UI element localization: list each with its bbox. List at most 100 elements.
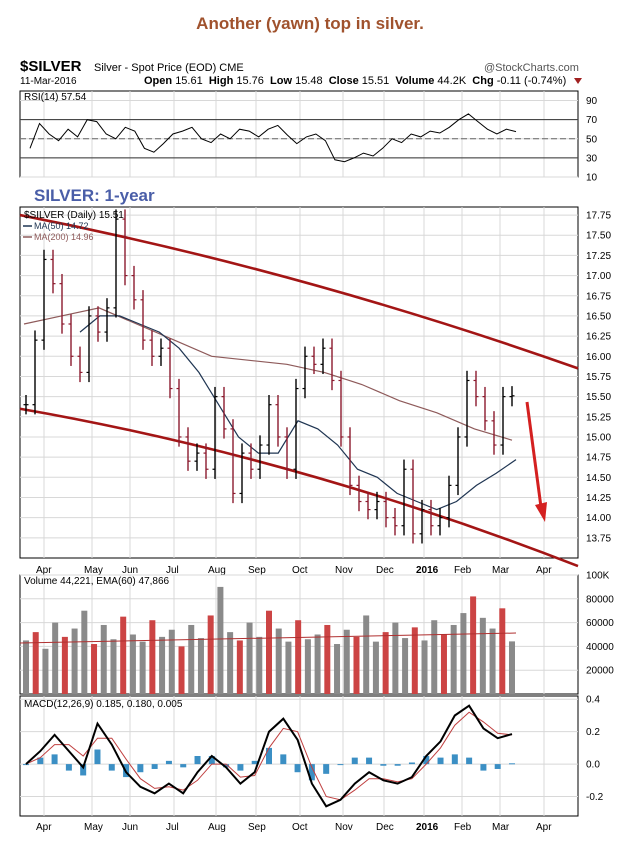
macd-histogram-bar [223, 764, 230, 768]
macd-histogram-bar [280, 754, 287, 765]
price-tick-label: 14.50 [586, 473, 611, 484]
macd-x-tick-label: May [84, 822, 103, 833]
price-x-tick-label: Apr [36, 565, 52, 576]
macd-x-tick-label: Mar [492, 822, 510, 833]
chg-value: -0.11 (-0.74%) [496, 75, 567, 87]
price-x-tick-label: May [84, 565, 103, 576]
macd-x-tick-label: Jul [166, 822, 179, 833]
chg-label: Chg [472, 75, 494, 87]
price-tick-label: 14.25 [586, 493, 611, 504]
macd-histogram-bar [65, 764, 72, 771]
price-tick-label: 17.25 [586, 251, 611, 262]
volume-bar [314, 634, 321, 694]
macd-x-tick-label: Nov [335, 822, 353, 833]
stockcharts-watermark: @StockCharts.com [484, 62, 579, 74]
macd-histogram-bar [294, 764, 301, 773]
price-x-tick-label: Jul [166, 565, 179, 576]
macd-tick-label: -0.2 [586, 792, 604, 803]
macd-histogram-bar [208, 756, 215, 765]
channel-lower-line [19, 407, 579, 568]
macd-line [25, 704, 513, 808]
volume-bar [479, 617, 486, 694]
macd-tick-label: 0.0 [586, 760, 600, 771]
price-legend-symbol: $SILVER (Daily) 15.51 [24, 210, 124, 221]
ma50-line [79, 315, 517, 511]
open-label: Open [144, 75, 173, 87]
volume-bar [120, 616, 127, 694]
price-tick-label: 15.25 [586, 412, 611, 423]
price-tick-label: 15.75 [586, 372, 611, 383]
price-legend-ma200: MA(200) 14.96 [34, 232, 94, 242]
macd-histogram-bar [494, 764, 501, 769]
macd-histogram-bar [380, 764, 387, 766]
volume-bar [324, 624, 331, 694]
price-x-tick-label: Nov [335, 565, 353, 576]
macd-tick-label: 0.4 [586, 695, 600, 706]
price-x-tick-label: Apr [536, 565, 552, 576]
macd-histogram-bar [37, 757, 44, 765]
volume-bar [489, 628, 496, 694]
volume-bar [110, 639, 117, 694]
macd-histogram-bar [437, 757, 444, 765]
macd-histogram-bar [466, 757, 473, 765]
macd-histogram-bar [366, 757, 373, 765]
close-label: Close [328, 75, 359, 87]
macd-histogram-bar [165, 760, 172, 765]
channel-upper-line [19, 213, 579, 370]
macd-histogram-bar [94, 749, 101, 765]
price-x-tick-label: Aug [208, 565, 226, 576]
macd-legend: MACD(12,26,9) 0.185, 0.180, 0.005 [24, 699, 183, 710]
volume-bar [392, 622, 399, 694]
chart-annotation: SILVER: 1-year [34, 186, 155, 205]
macd-histogram-bar [237, 764, 244, 771]
price-x-tick-label: Feb [454, 565, 472, 576]
macd-histogram-bar [251, 760, 258, 765]
price-tick-label: 14.00 [586, 513, 611, 524]
volume-bar [304, 639, 311, 694]
macd-histogram-bar [408, 762, 415, 765]
volume-bar [509, 641, 515, 694]
price-tick-label: 16.25 [586, 332, 611, 343]
open-value: 15.61 [175, 75, 203, 87]
volume-bar [52, 622, 59, 694]
macd-tick-label: 0.2 [586, 727, 600, 738]
macd-histogram-bar [80, 764, 87, 776]
macd-histogram-bar [509, 763, 515, 765]
volume-tick-label: 20000 [586, 666, 614, 677]
macd-histogram-bar [394, 764, 401, 766]
price-x-tick-label: Dec [376, 565, 394, 576]
macd-histogram-bar [266, 747, 272, 765]
price-legend-ma50: MA(50) 14.72 [34, 221, 89, 231]
price-tick-label: 16.50 [586, 311, 611, 322]
change-down-arrow-icon [574, 78, 582, 84]
ticker-symbol: $SILVER [20, 58, 82, 75]
volume-bar [266, 610, 272, 694]
ohlc-readout: Open 15.61 High 15.76 Low 15.48 Close 15… [144, 75, 566, 87]
macd-histogram-bar [423, 756, 430, 765]
volume-bar [23, 640, 29, 694]
volume-tick-label: 60000 [586, 618, 614, 629]
price-tick-label: 17.50 [586, 231, 611, 242]
volume-bar [421, 640, 428, 694]
macd-histogram-bar [108, 764, 115, 771]
volume-bar [42, 648, 49, 694]
volume-bar [178, 646, 185, 694]
macd-x-tick-label: 2016 [416, 822, 439, 833]
volume-ema-line [19, 632, 517, 644]
volume-bar [382, 632, 389, 694]
rsi-tick-label: 10 [586, 173, 598, 184]
volume-bar [217, 586, 224, 694]
volume-bar [372, 641, 379, 694]
volume-bar [431, 620, 438, 694]
volume-bar [285, 641, 292, 694]
close-value: 15.51 [361, 75, 390, 87]
volume-tick-label: 100K [586, 571, 610, 582]
volume-bar [197, 638, 204, 694]
macd-histogram-bar [451, 754, 458, 765]
volume-bar [402, 638, 409, 694]
low-value: 15.48 [295, 75, 323, 87]
chart-title: Another (yawn) top in silver. [196, 14, 424, 33]
volume-bar [246, 622, 253, 694]
volume-bar [227, 632, 234, 694]
